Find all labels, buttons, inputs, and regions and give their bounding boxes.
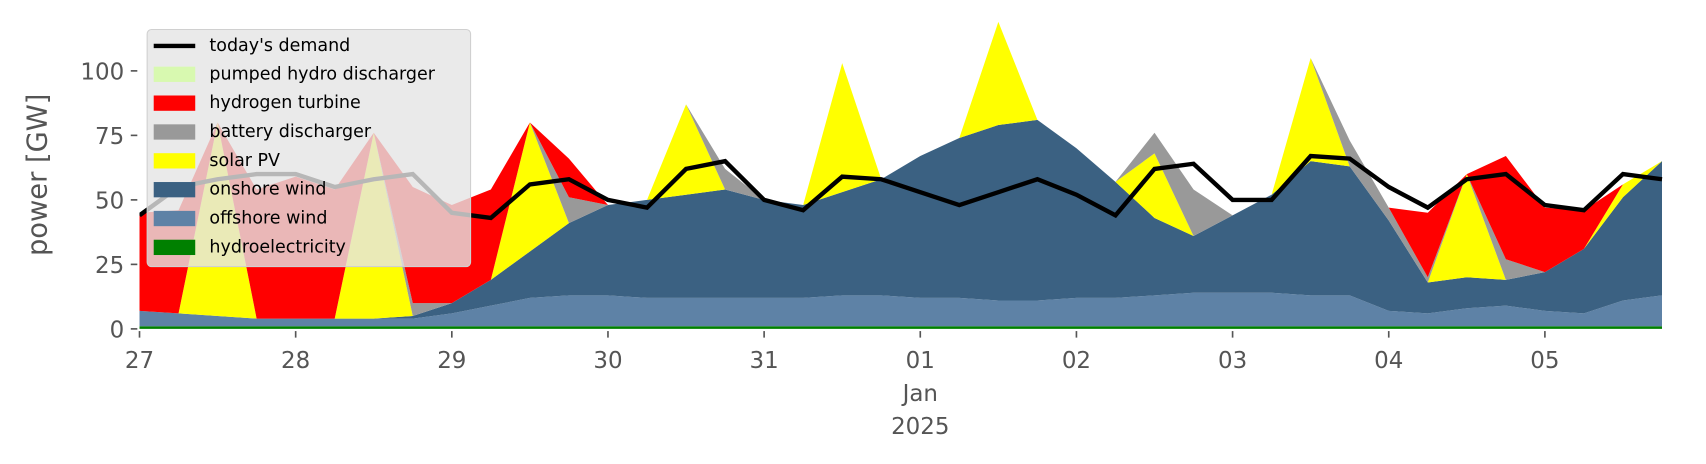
x-tick-label: 30 [593,348,622,374]
y-tick-label: 50 [95,189,124,215]
area [139,326,1663,329]
x-tick-label: 29 [437,348,466,374]
y-tick-label: 75 [95,124,124,150]
legend-label: today's demand [209,36,350,56]
legend-patch [153,239,196,256]
x-tick-label: 04 [1374,348,1403,374]
area [139,119,1663,319]
legend-patch [153,66,196,82]
area [139,21,1663,319]
area [139,21,1663,319]
y-tick-label: 0 [110,318,125,344]
plot-area [139,21,1663,329]
y-tick-label: 25 [95,253,124,279]
legend-patch [153,124,196,140]
legend-label: battery discharger [209,122,371,142]
legend-patch [153,153,196,169]
legend-label: solar PV [209,151,280,171]
x-tick-label: 03 [1218,348,1247,374]
axes: 0 25 50 75 100 27 28 29 30 31 01 Jan 2025 02 03 04 05 [80,60,1559,440]
x-tick-label: 02 [1062,348,1091,374]
legend-label: hydroelectricity [209,237,345,257]
x-tick-label: 28 [281,348,310,374]
legend-box [146,28,472,268]
x-tick-label: 05 [1530,348,1559,374]
legend-patch [153,210,196,227]
x-tick-sublabel: Jan [901,381,938,407]
area [139,21,1663,319]
legend-label: offshore wind [209,209,327,229]
legend-patch [153,95,196,111]
x-tick-label: 31 [750,348,779,374]
legend-label: pumped hydro discharger [209,64,435,84]
x-tick-sublabel: 2025 [891,414,949,440]
y-axis-label: power [GW] [23,94,54,257]
legend-label: onshore wind [209,180,326,200]
legend-patch [153,182,196,198]
y-tick-label: 100 [80,60,124,86]
x-tick-label: 27 [125,348,154,374]
legend-label: hydrogen turbine [209,93,360,113]
legend: today's demand pumped hydro discharger hyd… [146,28,472,268]
x-tick-label: 01 [906,348,935,374]
area [139,292,1663,327]
